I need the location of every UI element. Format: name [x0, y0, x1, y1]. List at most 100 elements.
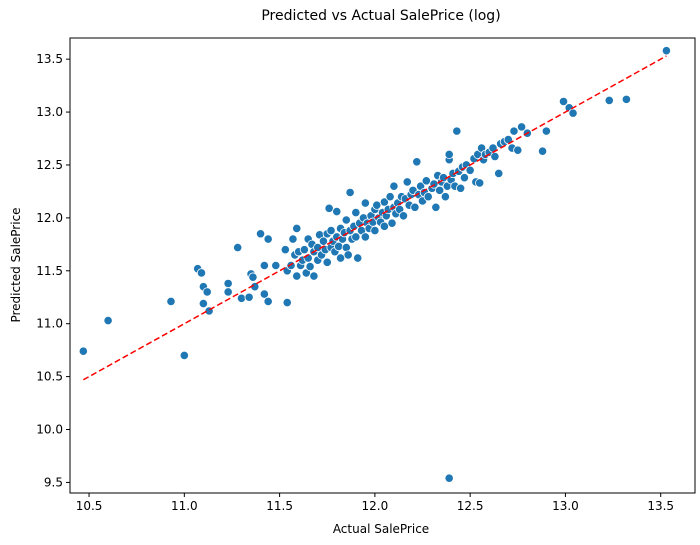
data-point — [335, 253, 346, 263]
data-point — [263, 234, 273, 244]
data-point — [387, 218, 397, 228]
data-point — [255, 229, 266, 239]
data-point — [244, 292, 254, 302]
y-tick-label: 11.0 — [36, 317, 63, 331]
x-tick-label: 11.0 — [171, 499, 198, 513]
data-point — [568, 108, 578, 118]
data-point — [259, 289, 269, 299]
data-point — [370, 225, 380, 236]
x-tick-label: 13.5 — [647, 499, 674, 513]
data-point — [360, 232, 370, 242]
data-point — [324, 203, 334, 213]
data-point — [341, 215, 351, 225]
data-point — [353, 253, 363, 263]
data-point — [259, 260, 269, 271]
data-point — [541, 126, 551, 136]
data-point — [233, 242, 243, 253]
chart-title: Predicted vs Actual SalePrice (log) — [261, 8, 500, 24]
data-point — [236, 293, 247, 303]
data-point — [292, 271, 302, 281]
data-point — [444, 149, 454, 159]
data-point — [103, 315, 113, 326]
data-point — [299, 245, 309, 255]
y-tick-label: 10.0 — [36, 423, 63, 437]
y-tick-label: 13.0 — [36, 105, 63, 119]
data-point — [412, 157, 422, 167]
data-point — [179, 350, 189, 361]
reference-line-group — [82, 55, 667, 381]
data-point — [435, 185, 445, 195]
data-points-group — [78, 46, 672, 483]
data-point — [621, 94, 632, 104]
y-tick-label: 13.5 — [36, 52, 63, 66]
data-point — [248, 272, 258, 282]
data-point — [475, 178, 485, 188]
data-point — [292, 223, 302, 234]
data-point — [309, 271, 319, 281]
y-tick-label: 9.5 — [44, 475, 63, 489]
data-point — [509, 126, 519, 136]
data-point — [280, 245, 290, 255]
data-point — [198, 298, 208, 309]
x-tick-label: 13.0 — [552, 499, 579, 513]
y-tick-label: 12.5 — [36, 158, 63, 172]
data-point — [326, 225, 336, 236]
data-point — [513, 145, 523, 155]
data-point — [517, 122, 527, 132]
data-point — [282, 297, 292, 308]
plot-area — [69, 37, 696, 494]
data-point — [423, 192, 433, 202]
data-point — [459, 173, 470, 183]
data-point — [223, 287, 233, 297]
data-point — [444, 473, 454, 483]
data-point — [196, 268, 207, 278]
data-point — [318, 236, 329, 246]
data-point — [410, 202, 420, 212]
data-point — [490, 151, 500, 162]
data-point — [398, 211, 409, 221]
data-point — [661, 46, 672, 56]
identity-reference-line — [82, 55, 667, 381]
y-tick-label: 10.5 — [36, 370, 63, 384]
data-point — [604, 95, 614, 106]
data-point — [288, 234, 298, 244]
data-point — [402, 177, 412, 187]
data-point — [78, 346, 88, 356]
x-axis-label: Actual SalePrice — [333, 522, 429, 536]
data-point — [494, 168, 504, 179]
data-point — [421, 176, 431, 186]
data-point — [202, 287, 212, 297]
data-point — [372, 200, 382, 210]
data-point — [379, 197, 390, 207]
data-point — [345, 187, 355, 198]
y-tick-label: 11.5 — [36, 264, 63, 278]
data-point — [452, 126, 462, 136]
data-point — [223, 278, 233, 289]
y-tick-label: 12.0 — [36, 211, 63, 225]
data-point — [379, 221, 390, 231]
data-point — [456, 183, 466, 193]
data-point — [440, 192, 450, 202]
x-tick-label: 12.5 — [457, 499, 484, 513]
data-point — [389, 181, 399, 191]
data-point — [332, 206, 342, 217]
data-point — [351, 207, 361, 218]
x-axis-ticks: 10.5 11.0 11.5 12.0 12.5 13.0 13.5 — [76, 493, 674, 513]
data-point — [558, 96, 569, 107]
data-point — [360, 198, 370, 208]
data-point — [537, 146, 548, 156]
x-tick-label: 12.0 — [362, 499, 389, 513]
y-axis-label: Predicted SalePrice — [9, 207, 23, 322]
data-point — [351, 232, 361, 242]
data-point — [431, 202, 441, 212]
data-point — [385, 192, 395, 202]
data-point — [343, 250, 353, 260]
data-point — [166, 296, 176, 307]
data-point — [271, 260, 281, 271]
data-point — [263, 296, 273, 307]
data-point — [305, 261, 315, 272]
data-point — [322, 257, 332, 267]
x-tick-label: 11.5 — [266, 499, 293, 513]
